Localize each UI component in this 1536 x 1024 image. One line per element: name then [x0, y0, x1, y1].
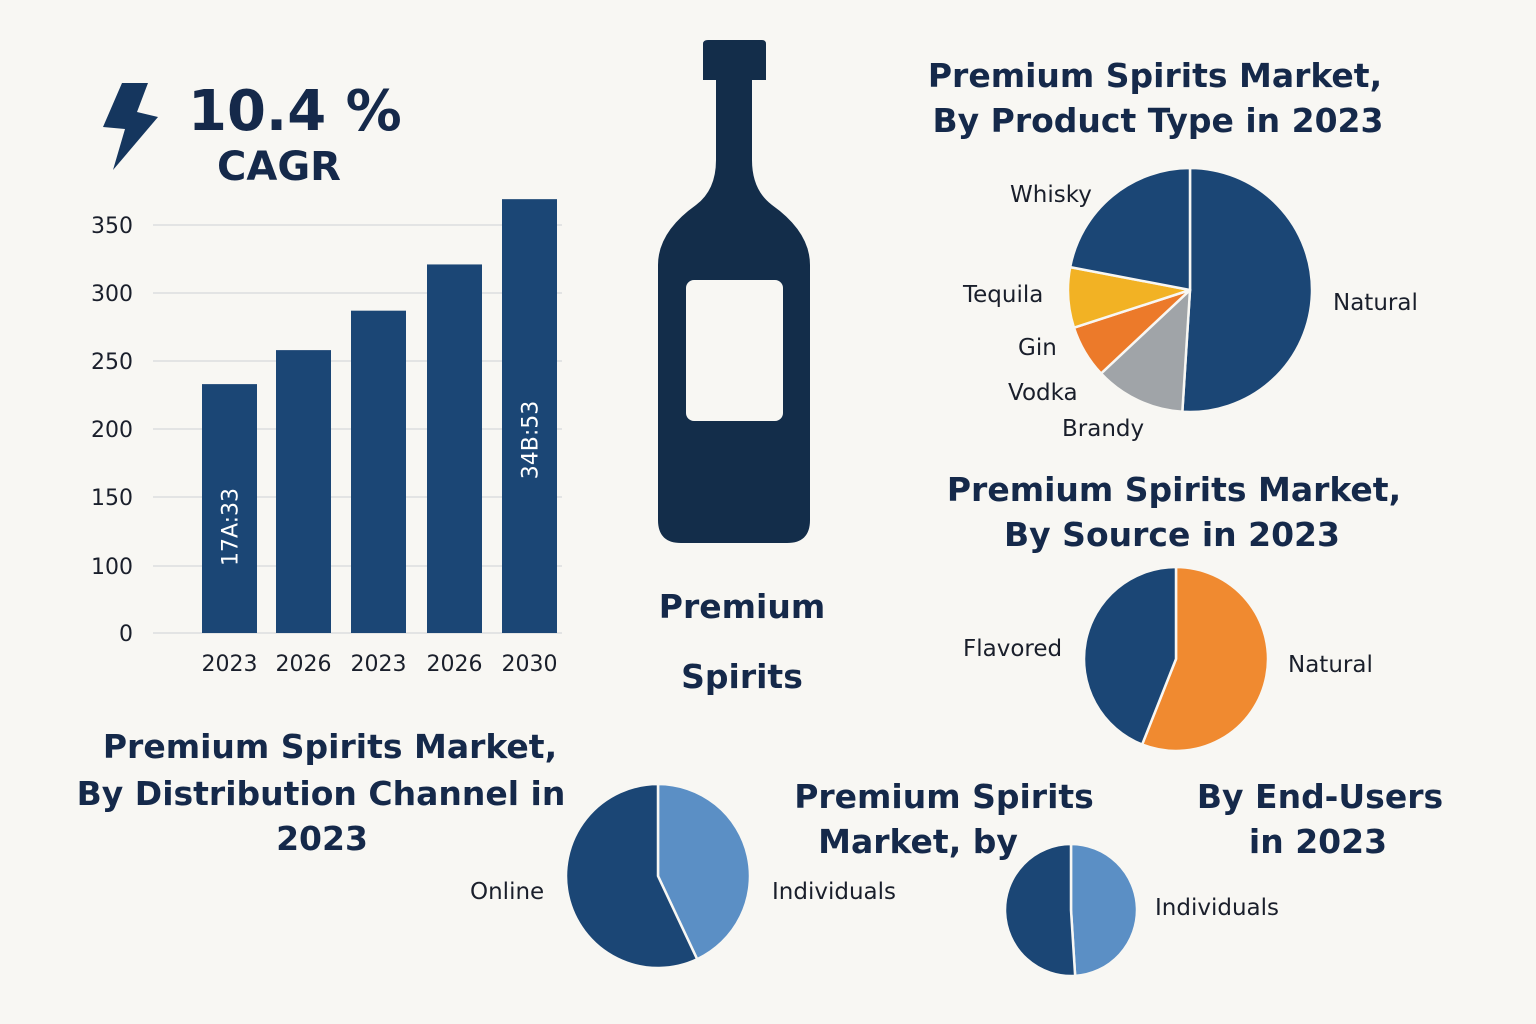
pie-label-whisky: Whisky: [1010, 182, 1092, 208]
x-tick-label: 2030: [502, 652, 558, 677]
product-type-title-line2: By Product Type in 2023: [933, 101, 1384, 140]
pie-slice: [564, 782, 699, 970]
end-users-title-line3: By End-Users: [1197, 777, 1443, 816]
distribution-title-line2: By Distribution Channel in: [77, 774, 566, 813]
source-pie: [1082, 565, 1270, 753]
x-tick-label: 2023: [202, 652, 258, 677]
pie-label-individuals-end: Individuals: [1155, 895, 1279, 921]
bar: [276, 350, 331, 633]
y-tick-label: 150: [91, 486, 133, 511]
y-tick-label: 300: [91, 282, 133, 307]
center-title-line2: Spirits: [681, 657, 803, 696]
cagr-value: 10.4 %: [188, 79, 402, 144]
bars: [202, 199, 557, 633]
x-tick-label: 2026: [276, 652, 332, 677]
bottle-label: [686, 280, 783, 421]
y-tick-label: 200: [91, 418, 133, 443]
pie-slice: [1140, 565, 1270, 753]
pie-label-gin: Gin: [1018, 335, 1057, 361]
bar: [351, 310, 406, 633]
pie-label-tequila: Tequila: [962, 282, 1043, 308]
bar-chart: 0 100 150 200 250 300 350 2023 2026 2023 2026 2030…: [91, 199, 562, 677]
pie-label-vodka: Vodka: [1008, 380, 1078, 406]
distribution-title-line3: 2023: [276, 819, 368, 858]
source-title-line2: By Source in 2023: [1004, 515, 1340, 554]
center-title-line1: Premium: [659, 587, 825, 626]
pie-label-natural: Natural: [1333, 290, 1418, 316]
end-users-pie: [1003, 842, 1139, 978]
cagr-label: CAGR: [217, 144, 341, 190]
end-users-title-line2: Market, by: [818, 822, 1018, 861]
bar: [502, 199, 557, 633]
pie-slice: [1068, 166, 1192, 292]
product-type-title-line1: Premium Spirits Market,: [928, 56, 1382, 95]
bottle-icon: [658, 40, 810, 543]
bar-value-label: 17A:33: [219, 488, 244, 566]
bar-value-label: 34B:53: [519, 401, 544, 480]
end-users-title-line1: Premium Spirits: [794, 777, 1094, 816]
pie-slice: [1099, 288, 1192, 414]
distribution-title-line1: Premium Spirits Market,: [103, 727, 557, 766]
pie-slice: [1082, 565, 1178, 746]
pie-label-natural-source: Natural: [1288, 652, 1373, 678]
y-tick-label: 250: [91, 350, 133, 375]
bar: [202, 384, 257, 633]
bar: [427, 264, 482, 633]
pie-label-brandy: Brandy: [1062, 416, 1144, 442]
bar-value-labels: 17A:33 34B:53: [219, 401, 544, 566]
pie-slice: [1181, 166, 1314, 414]
pie-label-individuals-dist: Individuals: [772, 879, 896, 905]
x-tick-label: 2026: [427, 652, 483, 677]
y-tick-label: 0: [119, 622, 133, 647]
end-users-title-line4: in 2023: [1249, 822, 1387, 861]
pie-label-online: Online: [470, 879, 544, 905]
x-axis-labels: 2023 2026 2023 2026 2030: [202, 652, 558, 677]
x-tick-label: 2023: [351, 652, 407, 677]
pie-label-flavored: Flavored: [963, 636, 1062, 662]
pie-slice: [1003, 842, 1077, 978]
pie-slice: [1069, 842, 1139, 978]
y-tick-label: 100: [91, 555, 133, 580]
source-title-line1: Premium Spirits Market,: [947, 470, 1401, 509]
lightning-bolt-icon: [103, 83, 158, 170]
pie-slice: [656, 782, 752, 961]
y-tick-label: 350: [91, 214, 133, 239]
distribution-pie: [564, 782, 752, 970]
y-axis-ticks: 0 100 150 200 250 300 350: [91, 214, 133, 647]
product-type-pie: [1066, 166, 1314, 414]
